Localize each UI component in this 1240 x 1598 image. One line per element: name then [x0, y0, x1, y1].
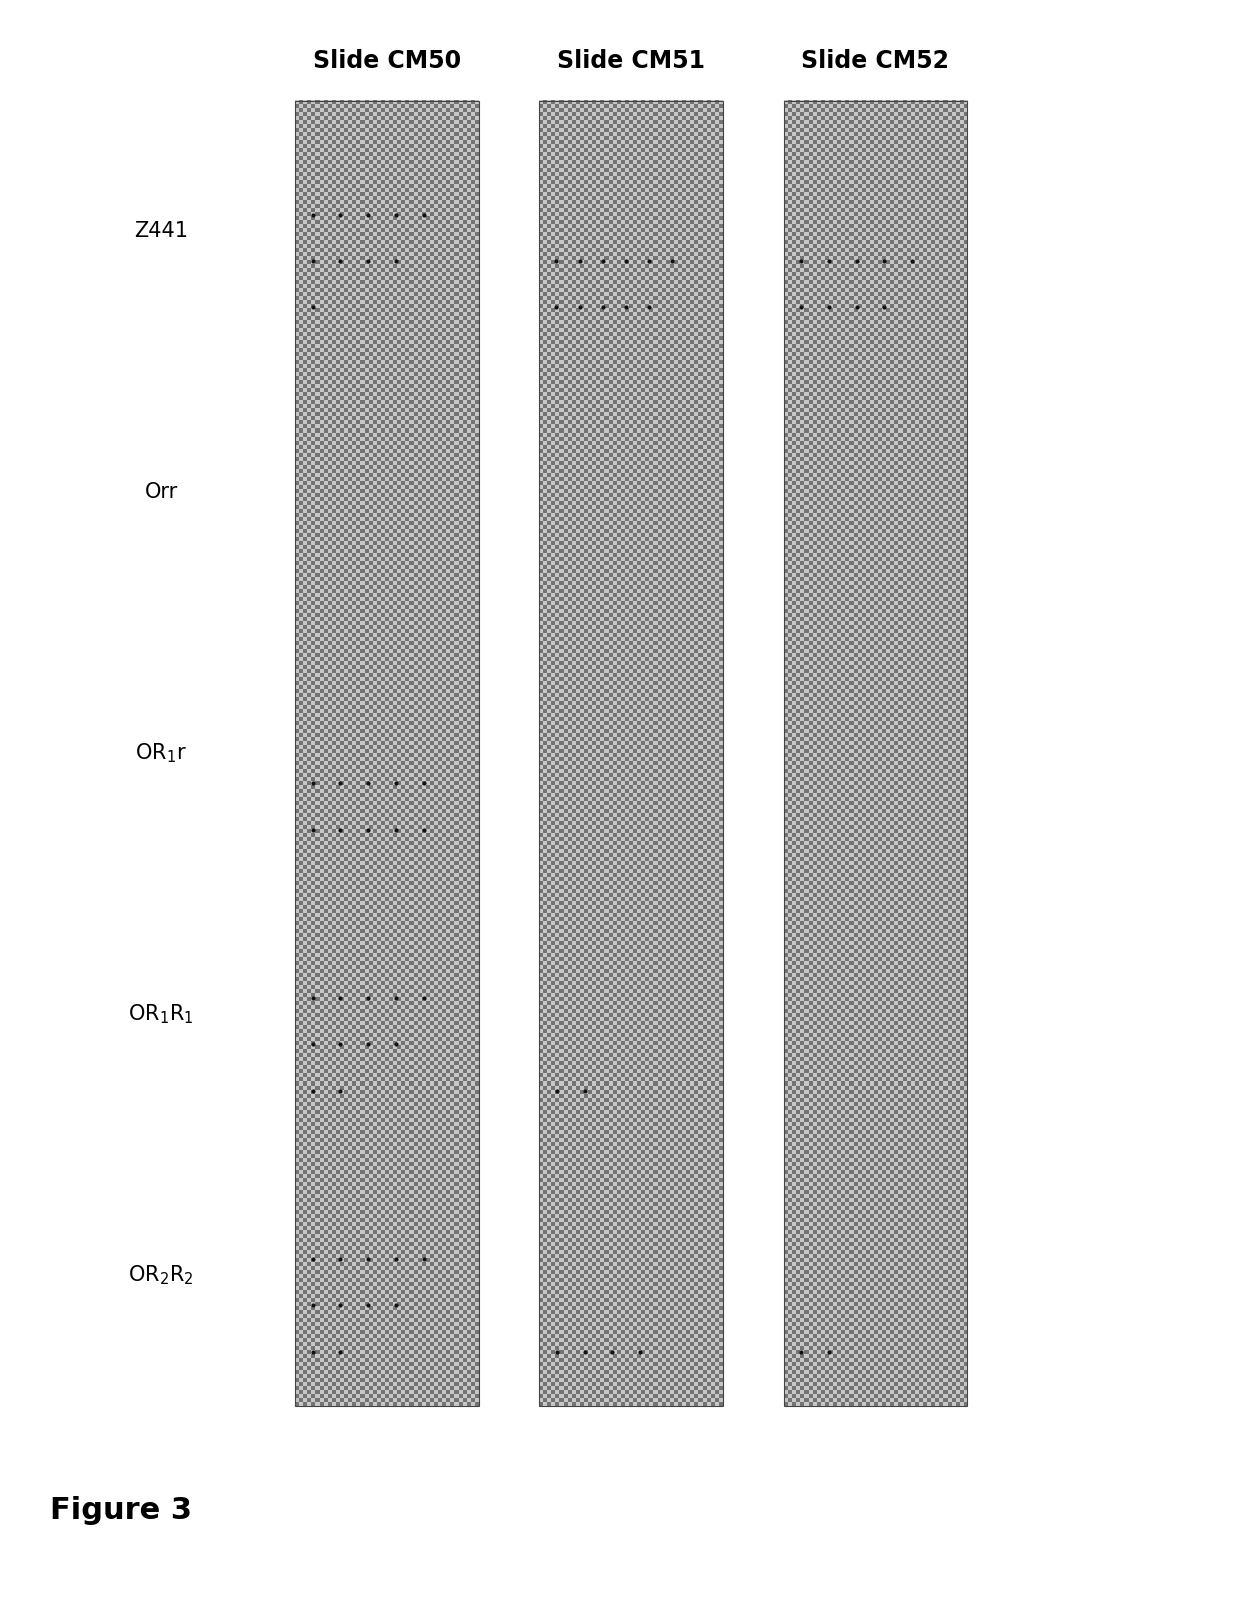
Text: Orr: Orr	[145, 483, 177, 502]
Text: Slide CM51: Slide CM51	[557, 48, 706, 74]
Text: OR$_2$R$_2$: OR$_2$R$_2$	[129, 1264, 193, 1288]
Bar	[784, 101, 967, 1406]
Text: OR$_1$R$_1$: OR$_1$R$_1$	[129, 1004, 193, 1026]
Text: OR$_1$r: OR$_1$r	[135, 741, 187, 765]
Text: Z441: Z441	[134, 221, 188, 241]
Bar	[295, 101, 479, 1406]
Text: Slide CM52: Slide CM52	[801, 48, 950, 74]
Text: Figure 3: Figure 3	[50, 1496, 192, 1524]
Bar	[539, 101, 723, 1406]
Text: Slide CM50: Slide CM50	[312, 48, 461, 74]
